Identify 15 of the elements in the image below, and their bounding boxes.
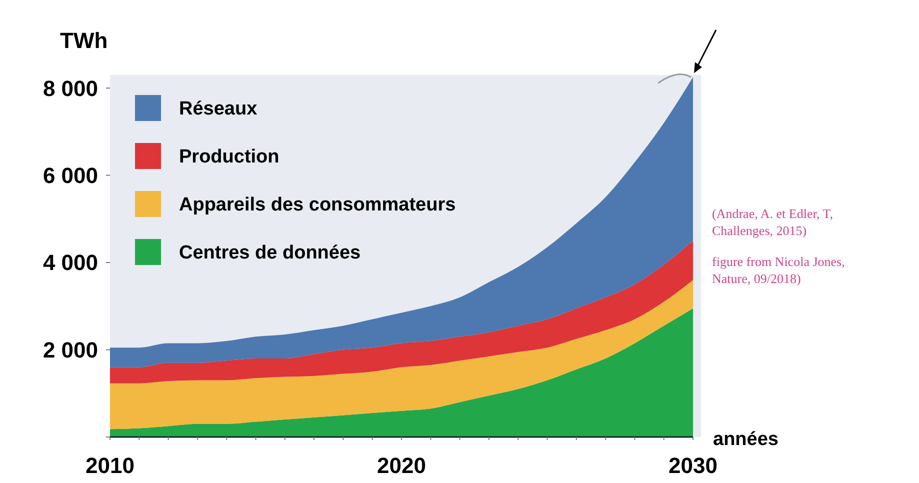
x-tick-label: 2010	[86, 453, 134, 478]
x-axis-title: années	[713, 429, 778, 450]
x-tick-label: 2020	[377, 453, 426, 478]
text: (Andrae, A. et Edler, T, Challenges, 2015)	[712, 206, 834, 238]
y-axis-title: TWh	[60, 28, 108, 53]
y-tick-label: 2 000	[42, 337, 98, 362]
legend-label: Production	[179, 146, 280, 168]
legend-label: Centres de données	[179, 242, 361, 264]
x-tick-label: 2030	[668, 453, 718, 478]
legend-label: Réseaux	[179, 98, 258, 120]
text: figure from Nicola Jones, Nature, 09/2018)	[712, 254, 845, 286]
legend-label: Appareils des consommateurs	[179, 194, 456, 216]
y-tick-label: 8 000	[42, 76, 98, 101]
y-tick-label: 6 000	[42, 163, 98, 188]
y-tick-label: 4 000	[42, 250, 98, 276]
